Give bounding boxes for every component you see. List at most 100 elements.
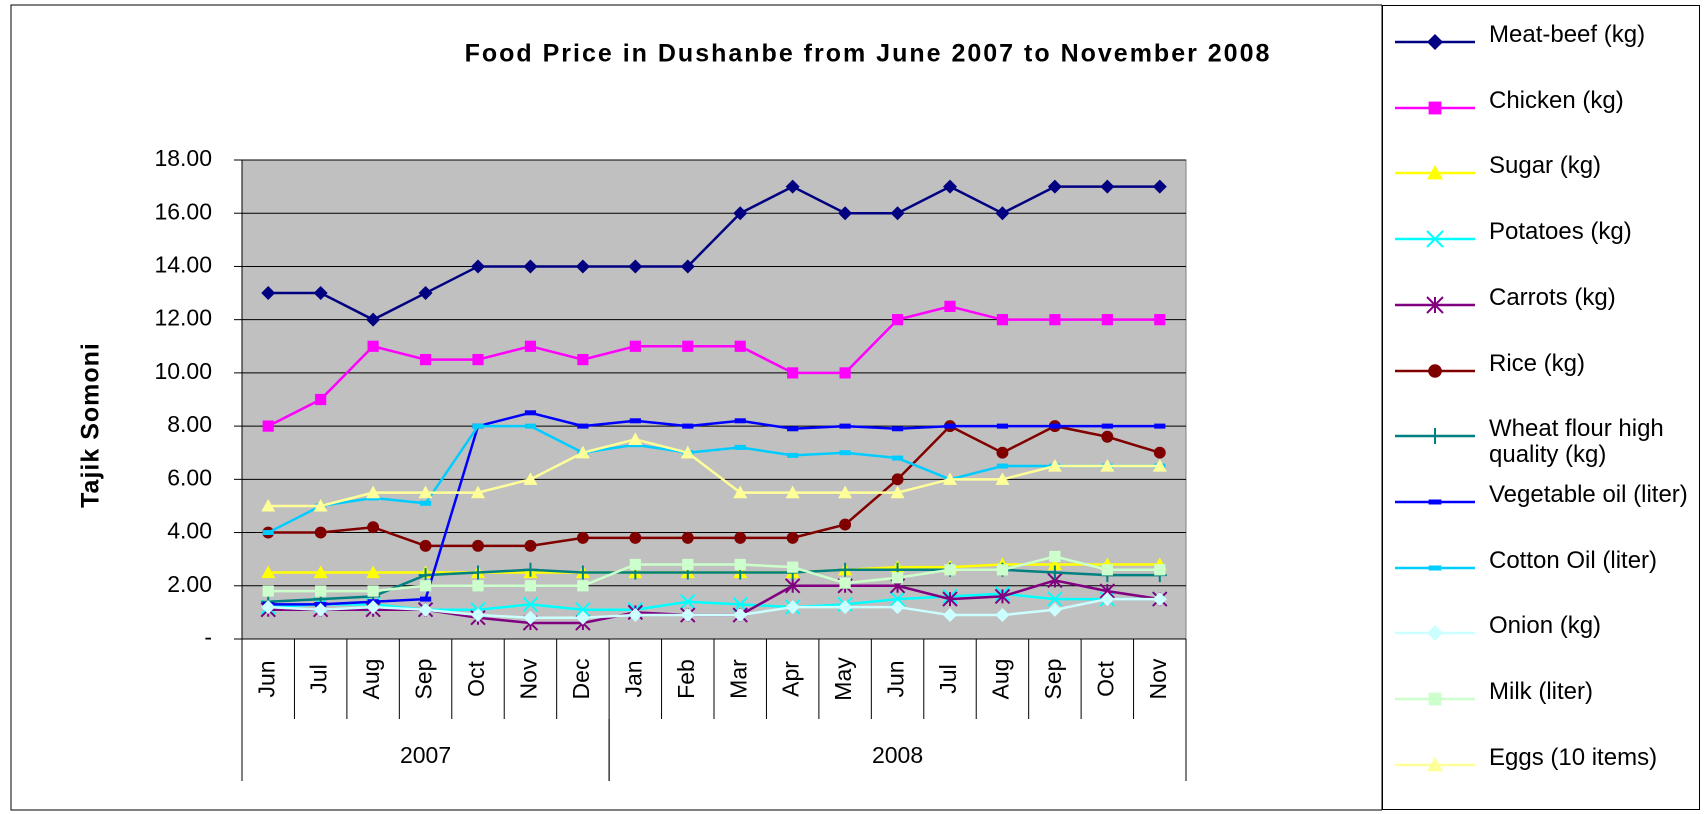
legend-item: Potatoes (kg): [1393, 219, 1693, 279]
legend-label: Meat-beef (kg): [1489, 21, 1646, 48]
marker: [681, 531, 694, 544]
legend: Meat-beef (kg) Chicken (kg) Sugar (kg) Pota…: [1382, 5, 1700, 810]
marker: [996, 423, 1009, 429]
marker: [1047, 565, 1062, 580]
marker: [995, 608, 1010, 623]
marker: [943, 179, 957, 194]
y-tick-label: 16.00: [154, 198, 212, 224]
marker: [996, 446, 1009, 459]
plot-area: [241, 159, 1187, 640]
marker: [418, 485, 433, 499]
marker: [996, 564, 1009, 576]
y-tick-label: 6.00: [167, 464, 212, 490]
legend-item: Cotton Oil (liter): [1393, 547, 1693, 608]
marker: [785, 600, 800, 615]
legend-label: Wheat flour high quality (kg): [1489, 415, 1664, 469]
marker: [367, 340, 379, 352]
marker: [366, 312, 381, 327]
x-tick-label: Oct: [1092, 661, 1118, 697]
marker: [628, 432, 643, 446]
marker: [1427, 165, 1443, 180]
legend-swatch: [1395, 363, 1475, 378]
marker: [680, 259, 695, 274]
legend-swatch: [1395, 296, 1475, 314]
x-group-label: 2007: [400, 742, 451, 768]
marker: [734, 340, 746, 352]
marker: [733, 485, 748, 499]
marker: [629, 340, 641, 352]
marker: [366, 485, 381, 499]
marker: [313, 565, 328, 579]
series-line: [267, 305, 1160, 428]
marker: [419, 596, 432, 602]
marker: [995, 206, 1010, 221]
marker: [1427, 625, 1443, 642]
marker: [994, 588, 1011, 605]
x-tick-label: Jul: [306, 664, 332, 693]
marker: [1154, 564, 1166, 576]
marker: [891, 426, 904, 432]
marker: [1428, 499, 1442, 505]
marker: [787, 561, 799, 573]
legend-swatch: [1395, 34, 1475, 50]
marker: [890, 206, 905, 221]
marker: [524, 539, 537, 552]
marker: [419, 500, 432, 506]
marker: [367, 585, 379, 597]
legend-label: Chicken (kg): [1489, 86, 1624, 114]
marker: [839, 423, 851, 429]
marker: [1047, 179, 1062, 194]
y-tick-label: 14.00: [154, 252, 212, 278]
marker: [629, 418, 641, 424]
legend-label: Rice (kg): [1489, 349, 1586, 377]
marker: [524, 580, 537, 592]
legend-item: Meat-beef (kg): [1393, 22, 1693, 82]
marker: [996, 314, 1009, 326]
chart: Food Price in Dushanbe from June 2007 to…: [10, 4, 1382, 811]
legend-label: Carrots (kg): [1489, 283, 1616, 311]
marker: [1152, 592, 1167, 607]
legend-swatch: [1395, 165, 1475, 180]
marker: [419, 353, 432, 366]
marker: [472, 353, 484, 366]
legend-swatch: [1395, 499, 1475, 505]
marker: [1101, 430, 1114, 443]
marker: [1049, 550, 1061, 563]
legend-item: Vegetable oil (liter): [1393, 481, 1693, 542]
x-tick-label: Aug: [988, 659, 1014, 700]
y-tick-label: 10.00: [154, 358, 212, 384]
marker: [838, 206, 853, 221]
marker: [575, 445, 590, 459]
marker: [261, 286, 276, 301]
series-line: [268, 555, 1160, 593]
marker: [418, 568, 433, 583]
marker: [1427, 34, 1443, 50]
marker: [419, 539, 432, 552]
legend-label: Sugar (kg): [1489, 152, 1602, 180]
x-tick-label: Mar: [725, 659, 751, 699]
legend-swatch: [1395, 625, 1475, 642]
legend-label: Onion (kg): [1489, 612, 1602, 640]
marker: [996, 463, 1009, 469]
x-tick-label: Feb: [673, 659, 699, 699]
marker: [733, 608, 748, 623]
marker: [1428, 692, 1442, 706]
marker: [629, 558, 641, 571]
marker: [523, 472, 538, 485]
marker: [575, 602, 591, 618]
marker: [1049, 423, 1061, 429]
x-group-label: 2008: [872, 742, 923, 768]
x-tick-label: Aug: [358, 659, 384, 700]
marker: [1047, 557, 1062, 571]
legend-swatch: [1395, 692, 1475, 706]
marker: [471, 565, 485, 580]
marker: [1427, 428, 1443, 445]
marker: [734, 418, 746, 424]
marker: [1154, 314, 1166, 326]
marker: [366, 600, 381, 615]
marker: [575, 259, 590, 274]
marker: [1152, 459, 1167, 472]
marker: [366, 565, 381, 579]
marker: [1100, 592, 1115, 607]
legend-label: Milk (liter): [1489, 678, 1593, 705]
